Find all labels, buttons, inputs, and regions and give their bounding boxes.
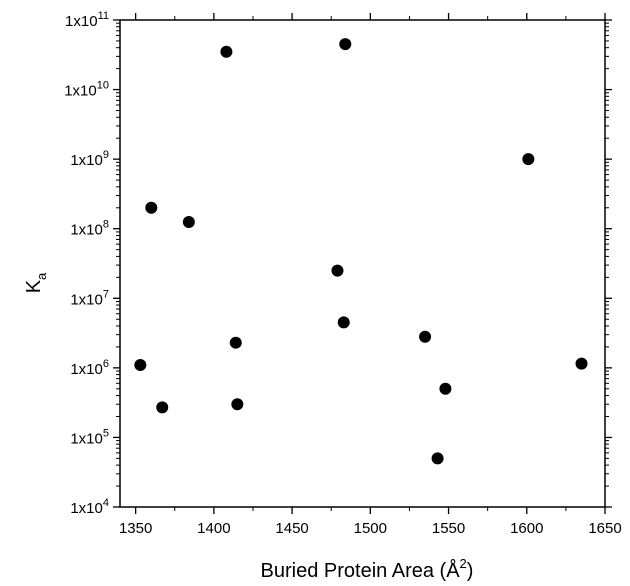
y-tick-label-exponent: 8 [103, 219, 109, 231]
data-point [339, 38, 352, 51]
x-tick-label: 1400 [197, 520, 230, 537]
y-tick-label: 1x106 [70, 358, 109, 378]
y-axis-title-subscript: a [34, 272, 49, 280]
y-tick-label-base: 1x10 [70, 152, 103, 169]
y-axis-ticks: 1x1041x1051x1061x1071x1081x1091x10101x10… [64, 10, 612, 517]
y-tick-label-base: 1x10 [64, 83, 97, 100]
data-point [419, 330, 432, 343]
y-tick-label-exponent: 6 [103, 358, 109, 370]
y-tick-label-base: 1x10 [70, 500, 103, 517]
y-tick-label: 1x105 [70, 427, 109, 447]
y-tick-label: 1x1011 [65, 10, 109, 30]
x-axis-ticks: 1350 1400 1450 1500 1550 1600 1650 [119, 13, 622, 537]
y-tick-label-exponent: 5 [103, 427, 109, 439]
plot-frame-group [119, 19, 606, 508]
data-point [229, 336, 242, 349]
data-point [220, 45, 233, 58]
y-tick-label-base: 1x10 [70, 361, 103, 378]
data-point [231, 398, 244, 411]
y-tick-label: 1x1010 [64, 80, 109, 100]
plot-frame [119, 19, 606, 508]
y-tick-label-exponent: 10 [97, 80, 109, 92]
y-tick-label-exponent: 4 [103, 497, 109, 509]
y-tick-label-base: 1x10 [70, 291, 103, 308]
x-tick-label: 1500 [354, 520, 387, 537]
x-tick-label: 1450 [275, 520, 308, 537]
data-point [134, 358, 147, 371]
data-point [182, 215, 195, 228]
y-tick-label-base: 1x10 [70, 222, 103, 239]
data-point [431, 452, 444, 465]
data-point [156, 401, 169, 414]
x-axis-title-superscript: 2 [460, 556, 467, 571]
x-axis-title-end: ) [467, 560, 474, 582]
y-tick-label-exponent: 9 [103, 149, 109, 161]
y-tick-label: 1x104 [70, 497, 109, 517]
y-tick-label: 1x107 [70, 288, 109, 308]
data-points [134, 38, 588, 465]
x-tick-label: 1350 [119, 520, 152, 537]
x-axis-title: Buried Protein Area (Å2) [261, 556, 474, 582]
data-point [575, 357, 588, 370]
data-point [439, 382, 452, 395]
y-tick-label-base: 1x10 [70, 430, 103, 447]
y-tick-label: 1x109 [70, 149, 109, 169]
y-tick-label: 1x108 [70, 219, 109, 239]
x-tick-label: 1650 [588, 520, 621, 537]
data-point [145, 201, 158, 214]
y-tick-label-exponent: 7 [103, 288, 109, 300]
y-axis-title: Ka [23, 272, 49, 293]
y-tick-label-base: 1x10 [65, 13, 98, 30]
x-tick-label: 1550 [432, 520, 465, 537]
data-point [337, 316, 350, 329]
data-point [522, 153, 535, 166]
data-point [331, 264, 344, 277]
x-tick-label: 1600 [510, 520, 543, 537]
y-tick-label-exponent: 11 [98, 10, 109, 22]
